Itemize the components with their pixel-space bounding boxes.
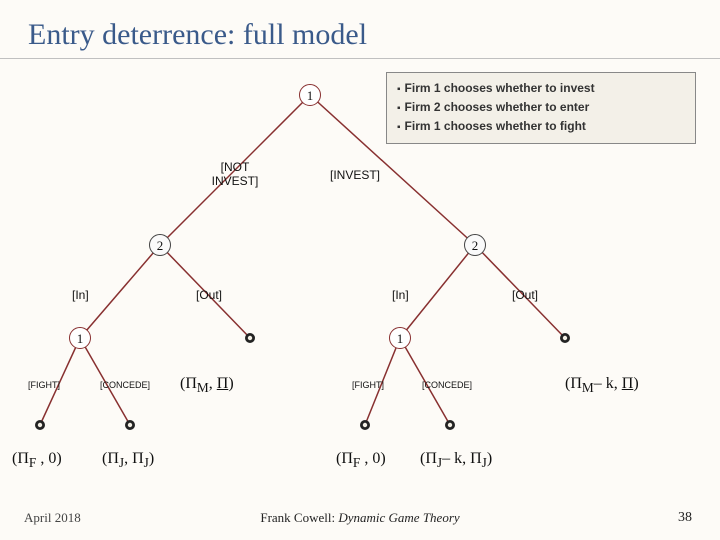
- node-left-in-firm1: 1: [69, 327, 91, 349]
- payoff-left-out: (ΠM, Π): [180, 375, 234, 396]
- node-root-firm1: 1: [299, 84, 321, 106]
- node-right-firm2: 2: [464, 234, 486, 256]
- label-right-out: [Out]: [512, 288, 538, 302]
- footer-page-number: 38: [678, 510, 692, 526]
- legend-box: Firm 1 chooses whether to invest Firm 2 …: [386, 72, 696, 144]
- label-left-out: [Out]: [196, 288, 222, 302]
- label-right-concede: [CONCEDE]: [422, 380, 472, 390]
- payoff-rl: (ΠF , 0): [336, 450, 386, 471]
- payoff-ll: (ΠF , 0): [12, 450, 62, 471]
- legend-line-3: Firm 1 chooses whether to fight: [397, 117, 685, 136]
- payoff-right-out: (ΠM– k, Π): [565, 375, 639, 396]
- legend-line-2: Firm 2 chooses whether to enter: [397, 98, 685, 117]
- label-left-concede: [CONCEDE]: [100, 380, 150, 390]
- label-not-invest: [NOTINVEST]: [195, 160, 275, 188]
- node-right-in-firm1: 1: [389, 327, 411, 349]
- label-right-in: [In]: [392, 288, 409, 302]
- label-right-fight: [FIGHT]: [352, 380, 384, 390]
- payoff-lr: (ΠJ, ΠJ): [102, 450, 154, 471]
- payoff-rr: (ΠJ– k, ΠJ): [420, 450, 492, 471]
- label-invest: [INVEST]: [330, 168, 380, 182]
- node-left-firm2: 2: [149, 234, 171, 256]
- footer-author: Frank Cowell:: [260, 510, 338, 525]
- footer-attribution: Frank Cowell: Dynamic Game Theory: [0, 510, 720, 526]
- slide-title: Entry deterrence: full model: [28, 18, 367, 52]
- footer-title: Dynamic Game Theory: [338, 510, 459, 525]
- legend-line-1: Firm 1 chooses whether to invest: [397, 79, 685, 98]
- label-left-in: [In]: [72, 288, 89, 302]
- title-rule: [0, 58, 720, 59]
- label-left-fight: [FIGHT]: [28, 380, 60, 390]
